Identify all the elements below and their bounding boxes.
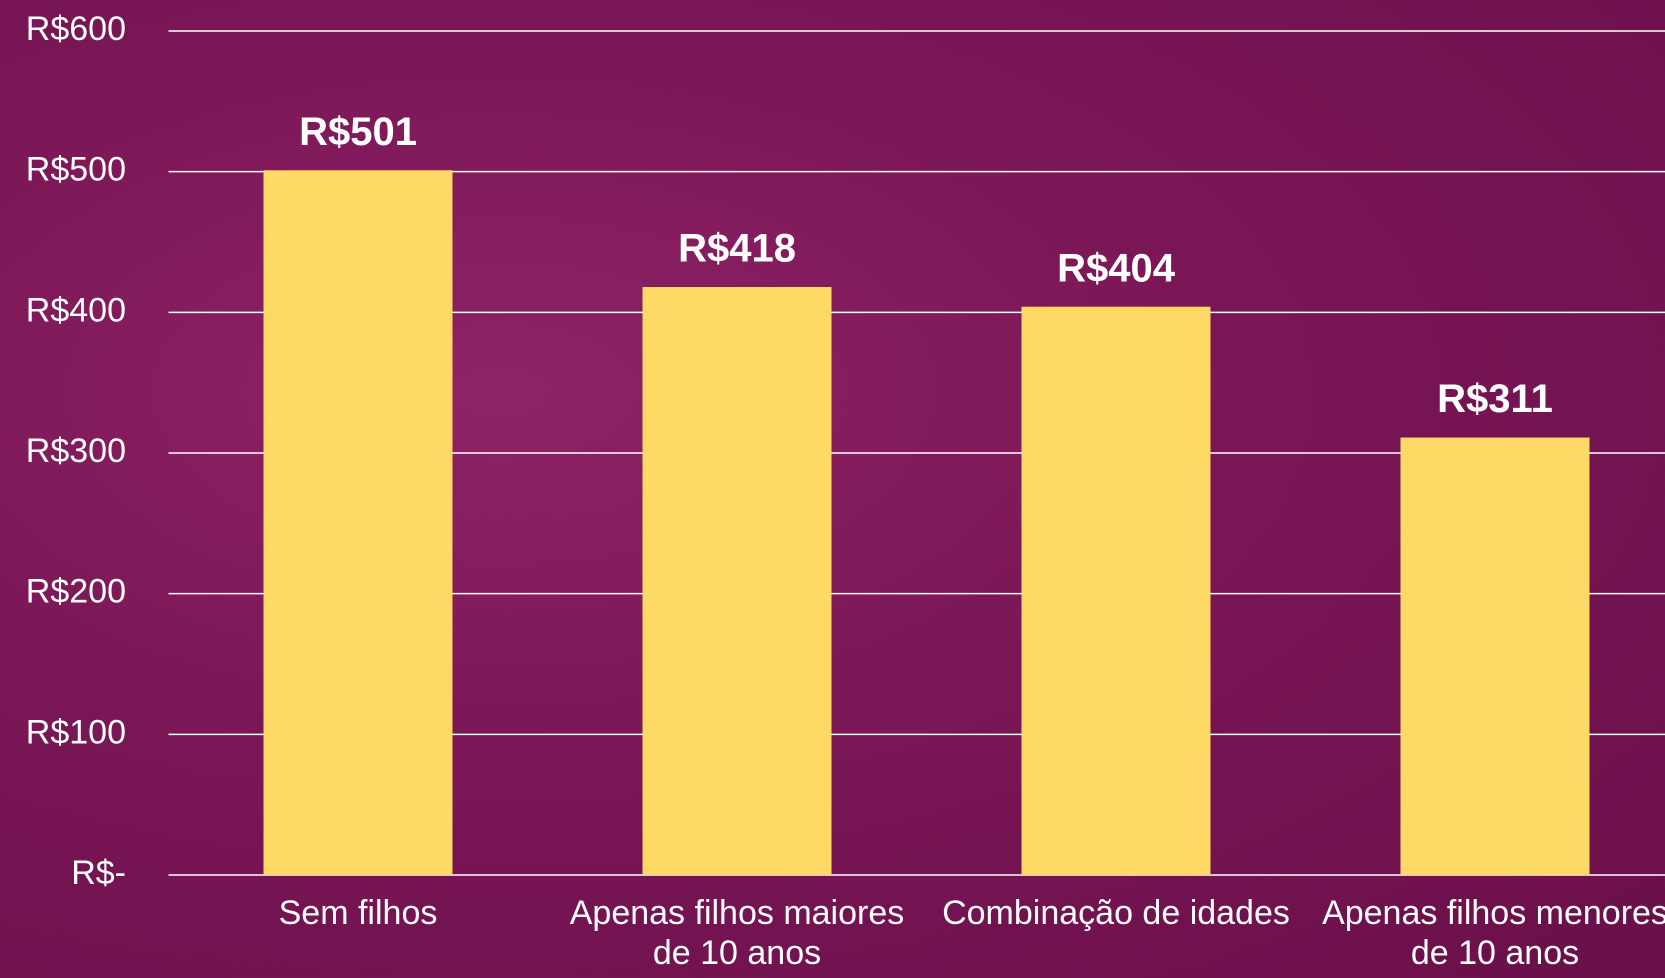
y-tick-label: R$-: [71, 854, 126, 892]
x-tick-label: Sem filhos: [168, 893, 548, 933]
chart: R$- R$100 R$200 R$300 R$400 R$500 R$600 R$501 R$…: [0, 0, 1665, 978]
y-tick-label: R$600: [26, 10, 126, 48]
value-label: R$404: [1057, 246, 1176, 290]
x-tick-label: Combinação de idades: [926, 893, 1306, 933]
bar: [264, 170, 453, 875]
y-tick-label: R$400: [26, 291, 126, 329]
value-label: R$311: [1437, 377, 1553, 421]
bar: [643, 287, 832, 875]
bar: [1022, 307, 1211, 875]
page: R$- R$100 R$200 R$300 R$400 R$500 R$600 R$501 R$…: [0, 0, 1665, 978]
bar: [1401, 438, 1590, 875]
y-tick-label: R$200: [26, 573, 126, 611]
value-label: R$418: [678, 227, 796, 271]
x-tick-label: Apenas filhos maiores de 10 anos: [547, 893, 927, 973]
y-tick-label: R$500: [26, 151, 126, 189]
value-label: R$501: [299, 110, 417, 154]
x-tick-label: Apenas filhos menores de 10 anos: [1305, 893, 1665, 973]
y-tick-label: R$100: [26, 713, 126, 751]
y-tick-label: R$300: [26, 432, 126, 470]
